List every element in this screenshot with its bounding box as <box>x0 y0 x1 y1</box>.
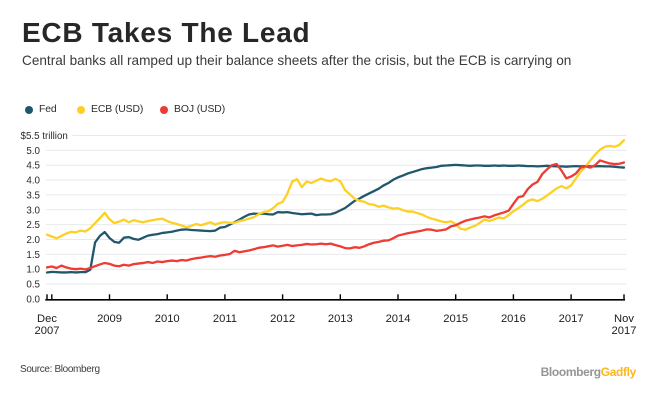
x-axis-start-label: 2007 <box>35 325 60 337</box>
x-axis-end-label: Nov <box>614 313 634 325</box>
y-axis-unit-label: $5.5 trillion <box>21 131 68 142</box>
x-axis-year-label: 2012 <box>270 313 295 325</box>
x-axis-year-label: 2011 <box>213 313 237 325</box>
y-axis-tick-label: 3.5 <box>26 190 40 201</box>
legend-item-fed: Fed <box>24 102 57 117</box>
x-axis-year-label: 2014 <box>386 313 411 325</box>
x-axis-end-label: 2017 <box>612 325 637 337</box>
y-axis-tick-label: 5.0 <box>26 146 40 157</box>
source-label: Source: Bloomberg <box>20 364 100 375</box>
legend-item-boj: BOJ (USD) <box>159 102 226 117</box>
x-axis-start-label: Dec <box>37 313 57 325</box>
legend-label-fed: Fed <box>39 104 57 115</box>
legend-item-ecb: ECB (USD) <box>76 102 144 117</box>
series-line-fed <box>45 163 626 274</box>
y-axis-tick-label: 1.5 <box>26 250 40 261</box>
y-axis-tick-label: 4.5 <box>26 161 40 172</box>
brand-gadfly: Gadfly <box>600 364 637 379</box>
fed-series-dot-icon <box>24 105 33 114</box>
y-axis-tick-label: 1.0 <box>26 265 40 276</box>
chart-legend: Fed ECB (USD) BOJ (USD) <box>0 102 660 117</box>
page-title: ECB Takes The Lead <box>22 16 311 48</box>
y-axis-tick-label: 4.0 <box>26 176 40 187</box>
x-axis-year-label: 2017 <box>559 313 584 325</box>
x-axis-year-label: 2016 <box>501 313 526 325</box>
brand-bloomberg: Bloomberg <box>540 364 602 379</box>
series-line-ecb-usd <box>45 139 626 240</box>
brand-logo: BloombergGadfly <box>540 364 637 379</box>
x-axis-year-label: 2009 <box>97 313 122 325</box>
x-axis-year-label: 2013 <box>328 313 353 325</box>
boj-series-dot-icon <box>159 105 168 114</box>
x-axis-year-label: 2010 <box>155 313 180 325</box>
series-line-boj-usd <box>45 159 626 271</box>
y-axis-tick-label: 3.0 <box>26 205 40 216</box>
y-axis-tick-label: 2.0 <box>26 235 40 246</box>
x-axis-year-label: 2015 <box>443 313 468 325</box>
y-axis-tick-label: 0.5 <box>26 280 40 291</box>
y-axis-tick-label: 0.0 <box>26 294 40 305</box>
ecb-series-dot-icon <box>76 105 85 114</box>
legend-label-boj: BOJ (USD) <box>174 104 226 115</box>
page-subtitle: Central banks all ramped up their balanc… <box>22 53 572 68</box>
y-axis-tick-label: 2.5 <box>26 220 40 231</box>
legend-label-ecb: ECB (USD) <box>91 104 144 115</box>
